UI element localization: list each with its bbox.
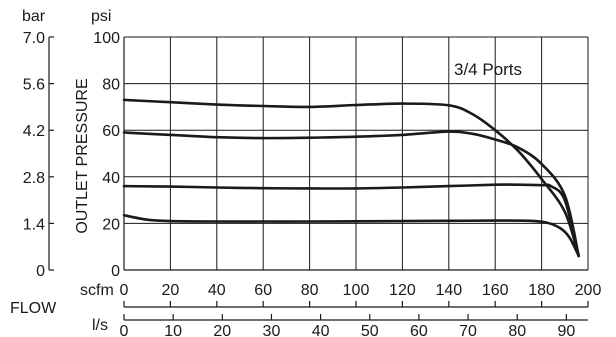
x-tick-label-scfm: 180: [528, 282, 555, 299]
axes: [48, 36, 589, 321]
x-axis-unit-scfm: scfm: [80, 282, 114, 299]
series-line: [122, 130, 580, 258]
x-tick-label-ls: 10: [164, 323, 182, 337]
y-tick-label-bar: 5.6: [23, 77, 45, 94]
y-tick-label-bar: 0: [36, 263, 45, 280]
x-tick-label-scfm: 0: [120, 282, 129, 299]
x-tick-label-ls: 90: [557, 323, 575, 337]
x-tick-label-scfm: 100: [343, 282, 370, 299]
y-tick-label-bar: 2.8: [23, 170, 45, 187]
x-tick-label-scfm: 40: [208, 282, 226, 299]
x-tick-label-scfm: 140: [435, 282, 462, 299]
y-tick-label-bar: 4.2: [23, 123, 45, 140]
y-tick-label-bar: 7.0: [23, 30, 45, 47]
x-tick-label-ls: 70: [459, 323, 477, 337]
y-tick-label-bar: 1.4: [23, 216, 45, 233]
y-axis-label: OUTLET PRESSURE: [74, 78, 91, 233]
x-tick-label-scfm: 20: [162, 282, 180, 299]
y-tick-label-psi: 40: [102, 170, 120, 187]
x-axis-unit-ls: l/s: [92, 317, 108, 334]
series-curves: [122, 98, 580, 258]
x-tick-label-scfm: 120: [389, 282, 416, 299]
y-axis-unit-psi: psi: [91, 8, 111, 25]
x-tick-label-ls: 30: [263, 323, 281, 337]
x-tick-label-scfm: 160: [482, 282, 509, 299]
y-tick-label-psi: 80: [102, 77, 120, 94]
x-tick-label-scfm: 200: [575, 282, 602, 299]
x-tick-label-scfm: 60: [254, 282, 272, 299]
x-tick-label-ls: 60: [410, 323, 428, 337]
series-line: [122, 213, 580, 258]
x-tick-label-ls: 40: [312, 323, 330, 337]
grid-lines: [124, 36, 589, 270]
y-tick-label-psi: 0: [111, 263, 120, 280]
x-axis-label: FLOW: [10, 300, 57, 317]
x-tick-label-ls: 20: [213, 323, 231, 337]
x-tick-label-ls: 80: [508, 323, 526, 337]
y-axis-unit-bar: bar: [22, 8, 46, 25]
y-tick-label-psi: 100: [93, 30, 120, 47]
y-tick-label-psi: 60: [102, 123, 120, 140]
x-tick-label-ls: 50: [361, 323, 379, 337]
series-line: [122, 98, 580, 258]
series-line: [122, 183, 580, 258]
x-tick-label-scfm: 80: [301, 282, 319, 299]
chart-annotation: 3/4 Ports: [454, 60, 522, 79]
x-tick-label-ls: 0: [120, 323, 129, 337]
y-tick-label-psi: 20: [102, 216, 120, 233]
